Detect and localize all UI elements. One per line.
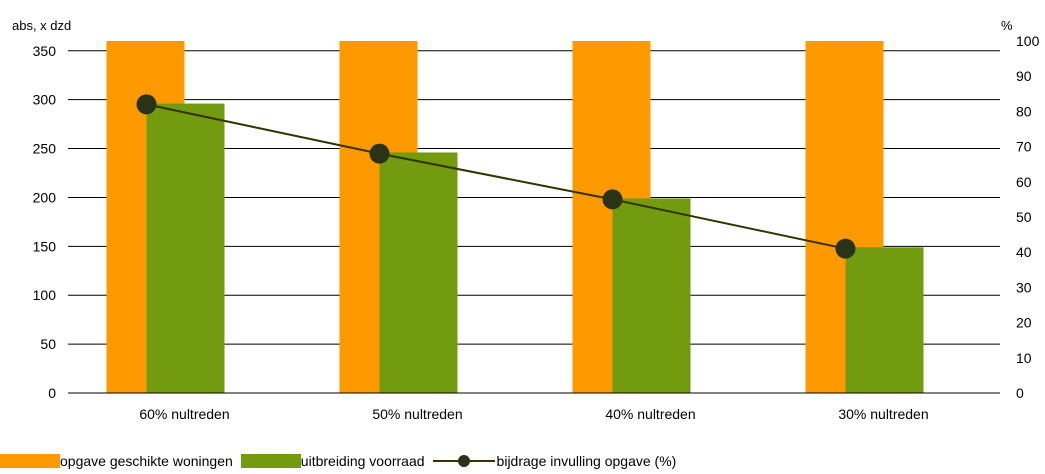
right-tick-label: 70 [1016, 139, 1032, 155]
category-label: 40% nultreden [605, 406, 695, 422]
bar-uitbreiding [612, 198, 691, 393]
right-tick-label: 0 [1016, 385, 1024, 401]
right-tick-label: 60 [1016, 174, 1032, 190]
legend-item-opgave: opgave geschikte woningen [0, 453, 233, 469]
right-tick-label: 80 [1016, 103, 1032, 119]
left-tick-label: 100 [33, 287, 57, 303]
category-label: 60% nultreden [139, 406, 229, 422]
line-bijdrage [146, 103, 846, 250]
bar-uitbreiding [379, 152, 458, 393]
right-tick-label: 40 [1016, 244, 1032, 260]
legend-item-uitbreiding: uitbreiding voorraad [240, 453, 425, 469]
bar-uitbreiding [146, 103, 225, 394]
marker-bijdrage [136, 94, 157, 115]
legend: opgave geschikte woningen uitbreiding vo… [0, 451, 684, 471]
legend-swatch-uitbreiding [240, 454, 301, 468]
left-tick-label: 350 [33, 43, 57, 59]
right-tick-label: 30 [1016, 279, 1032, 295]
chart: 0 50 100 150 200 250 300 350 0 10 20 30 40 50 60 70 80 90… [12, 18, 1040, 422]
right-tick-label: 10 [1016, 350, 1032, 366]
legend-label-bijdrage: bijdrage invulling opgave (%) [496, 453, 677, 469]
line-series [136, 94, 856, 259]
bars [106, 41, 924, 394]
left-tick-label: 250 [33, 141, 57, 157]
legend-item-bijdrage: bijdrage invulling opgave (%) [432, 453, 677, 469]
left-axis-title: abs, x dzd [12, 18, 71, 33]
right-tick-label: 20 [1016, 315, 1032, 331]
axis-labels: 0 50 100 150 200 250 300 350 0 10 20 30 40 50 60 70 80 90… [33, 33, 1040, 422]
marker-bijdrage [602, 189, 623, 210]
marker-bijdrage [835, 238, 856, 259]
right-tick-label: 50 [1016, 209, 1032, 225]
category-label: 30% nultreden [838, 406, 928, 422]
legend-swatch-opgave [0, 454, 60, 468]
right-tick-label: 90 [1016, 68, 1032, 84]
left-tick-label: 300 [33, 92, 57, 108]
right-axis-title: % [1001, 18, 1013, 33]
legend-label-opgave: opgave geschikte woningen [60, 453, 233, 469]
marker-bijdrage [369, 143, 390, 164]
category-label: 50% nultreden [372, 406, 462, 422]
left-tick-label: 200 [33, 189, 57, 205]
legend-swatch-bijdrage [432, 455, 495, 467]
left-tick-label: 50 [40, 336, 56, 352]
legend-label-uitbreiding: uitbreiding voorraad [300, 453, 425, 469]
left-tick-label: 150 [33, 238, 57, 254]
left-tick-label: 0 [48, 385, 56, 401]
bar-uitbreiding [845, 247, 924, 393]
right-tick-label: 100 [1016, 33, 1040, 49]
